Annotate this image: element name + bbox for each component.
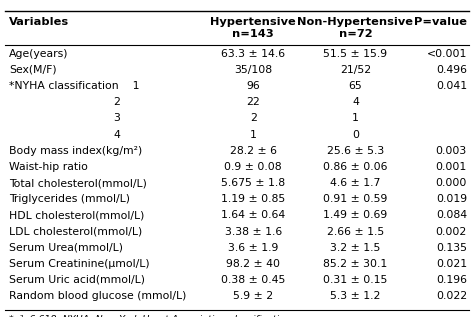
Text: 5.675 ± 1.8: 5.675 ± 1.8: [221, 178, 285, 188]
Text: 3.6 ± 1.9: 3.6 ± 1.9: [228, 243, 278, 253]
Text: 85.2 ± 30.1: 85.2 ± 30.1: [323, 259, 388, 269]
Text: 35/108: 35/108: [234, 65, 273, 75]
Text: Serum Uric acid(mmol/L): Serum Uric acid(mmol/L): [9, 275, 146, 285]
Text: Serum Urea(mmol/L): Serum Urea(mmol/L): [9, 243, 123, 253]
Text: <0.001: <0.001: [427, 49, 467, 59]
Text: 0.084: 0.084: [436, 210, 467, 220]
Text: 0.041: 0.041: [436, 81, 467, 91]
Text: Random blood glucose (mmol/L): Random blood glucose (mmol/L): [9, 291, 187, 301]
Text: 98.2 ± 40: 98.2 ± 40: [226, 259, 280, 269]
Text: 0.91 ± 0.59: 0.91 ± 0.59: [323, 194, 388, 204]
Text: Triglycerides (mmol/L): Triglycerides (mmol/L): [9, 194, 130, 204]
Text: 2: 2: [9, 97, 121, 107]
Text: 28.2 ± 6: 28.2 ± 6: [230, 146, 277, 156]
Text: 96: 96: [246, 81, 260, 91]
Text: Waist-hip ratio: Waist-hip ratio: [9, 162, 88, 172]
Text: 3.2 ± 1.5: 3.2 ± 1.5: [330, 243, 381, 253]
Text: 1.49 ± 0.69: 1.49 ± 0.69: [323, 210, 388, 220]
Text: 0.135: 0.135: [436, 243, 467, 253]
Text: 4: 4: [352, 97, 359, 107]
Text: 65: 65: [348, 81, 362, 91]
Text: 0.019: 0.019: [436, 194, 467, 204]
Text: *NYHA classification    1: *NYHA classification 1: [9, 81, 140, 91]
Text: 0.9 ± 0.08: 0.9 ± 0.08: [225, 162, 282, 172]
Text: Sex(M/F): Sex(M/F): [9, 65, 57, 75]
Text: 0: 0: [352, 130, 359, 139]
Text: 4: 4: [9, 130, 121, 139]
Text: 25.6 ± 5.3: 25.6 ± 5.3: [327, 146, 384, 156]
Text: Total cholesterol(mmol/L): Total cholesterol(mmol/L): [9, 178, 147, 188]
Text: 5.3 ± 1.2: 5.3 ± 1.2: [330, 291, 381, 301]
Text: 1: 1: [250, 130, 257, 139]
Text: 0.38 ± 0.45: 0.38 ± 0.45: [221, 275, 285, 285]
Text: Age(years): Age(years): [9, 49, 69, 59]
Text: 0.496: 0.496: [436, 65, 467, 75]
Text: 0.31 ± 0.15: 0.31 ± 0.15: [323, 275, 388, 285]
Text: Hypertensive
n=143: Hypertensive n=143: [210, 17, 296, 39]
Text: LDL cholesterol(mmol/L): LDL cholesterol(mmol/L): [9, 227, 143, 236]
Text: 0.021: 0.021: [436, 259, 467, 269]
Text: 0.022: 0.022: [436, 291, 467, 301]
Text: 2: 2: [250, 113, 257, 123]
Text: 2.66 ± 1.5: 2.66 ± 1.5: [327, 227, 384, 236]
Text: 0.196: 0.196: [436, 275, 467, 285]
Text: P=value: P=value: [414, 17, 467, 27]
Text: Serum Creatinine(μmol/L): Serum Creatinine(μmol/L): [9, 259, 150, 269]
Text: 3.38 ± 1.6: 3.38 ± 1.6: [225, 227, 282, 236]
Text: 0.003: 0.003: [436, 146, 467, 156]
Text: Variables: Variables: [9, 17, 70, 27]
Text: 1.64 ± 0.64: 1.64 ± 0.64: [221, 210, 285, 220]
Text: 3: 3: [9, 113, 121, 123]
Text: 63.3 ± 14.6: 63.3 ± 14.6: [221, 49, 285, 59]
Text: HDL cholesterol(mmol/L): HDL cholesterol(mmol/L): [9, 210, 145, 220]
Text: 0.001: 0.001: [436, 162, 467, 172]
Text: 21/52: 21/52: [340, 65, 371, 75]
Text: 1: 1: [352, 113, 359, 123]
Text: Body mass index(kg/m²): Body mass index(kg/m²): [9, 146, 143, 156]
Text: 5.9 ± 2: 5.9 ± 2: [233, 291, 273, 301]
Text: 0.000: 0.000: [436, 178, 467, 188]
Text: 0.86 ± 0.06: 0.86 ± 0.06: [323, 162, 388, 172]
Text: *χ²: 6.618; NYHA: New York Heart Association classification.: *χ²: 6.618; NYHA: New York Heart Associa…: [9, 315, 294, 317]
Text: 1.19 ± 0.85: 1.19 ± 0.85: [221, 194, 285, 204]
Text: 51.5 ± 15.9: 51.5 ± 15.9: [323, 49, 388, 59]
Text: Non-Hypertensive
n=72: Non-Hypertensive n=72: [298, 17, 413, 39]
Text: 22: 22: [246, 97, 260, 107]
Text: 0.002: 0.002: [436, 227, 467, 236]
Text: 4.6 ± 1.7: 4.6 ± 1.7: [330, 178, 381, 188]
